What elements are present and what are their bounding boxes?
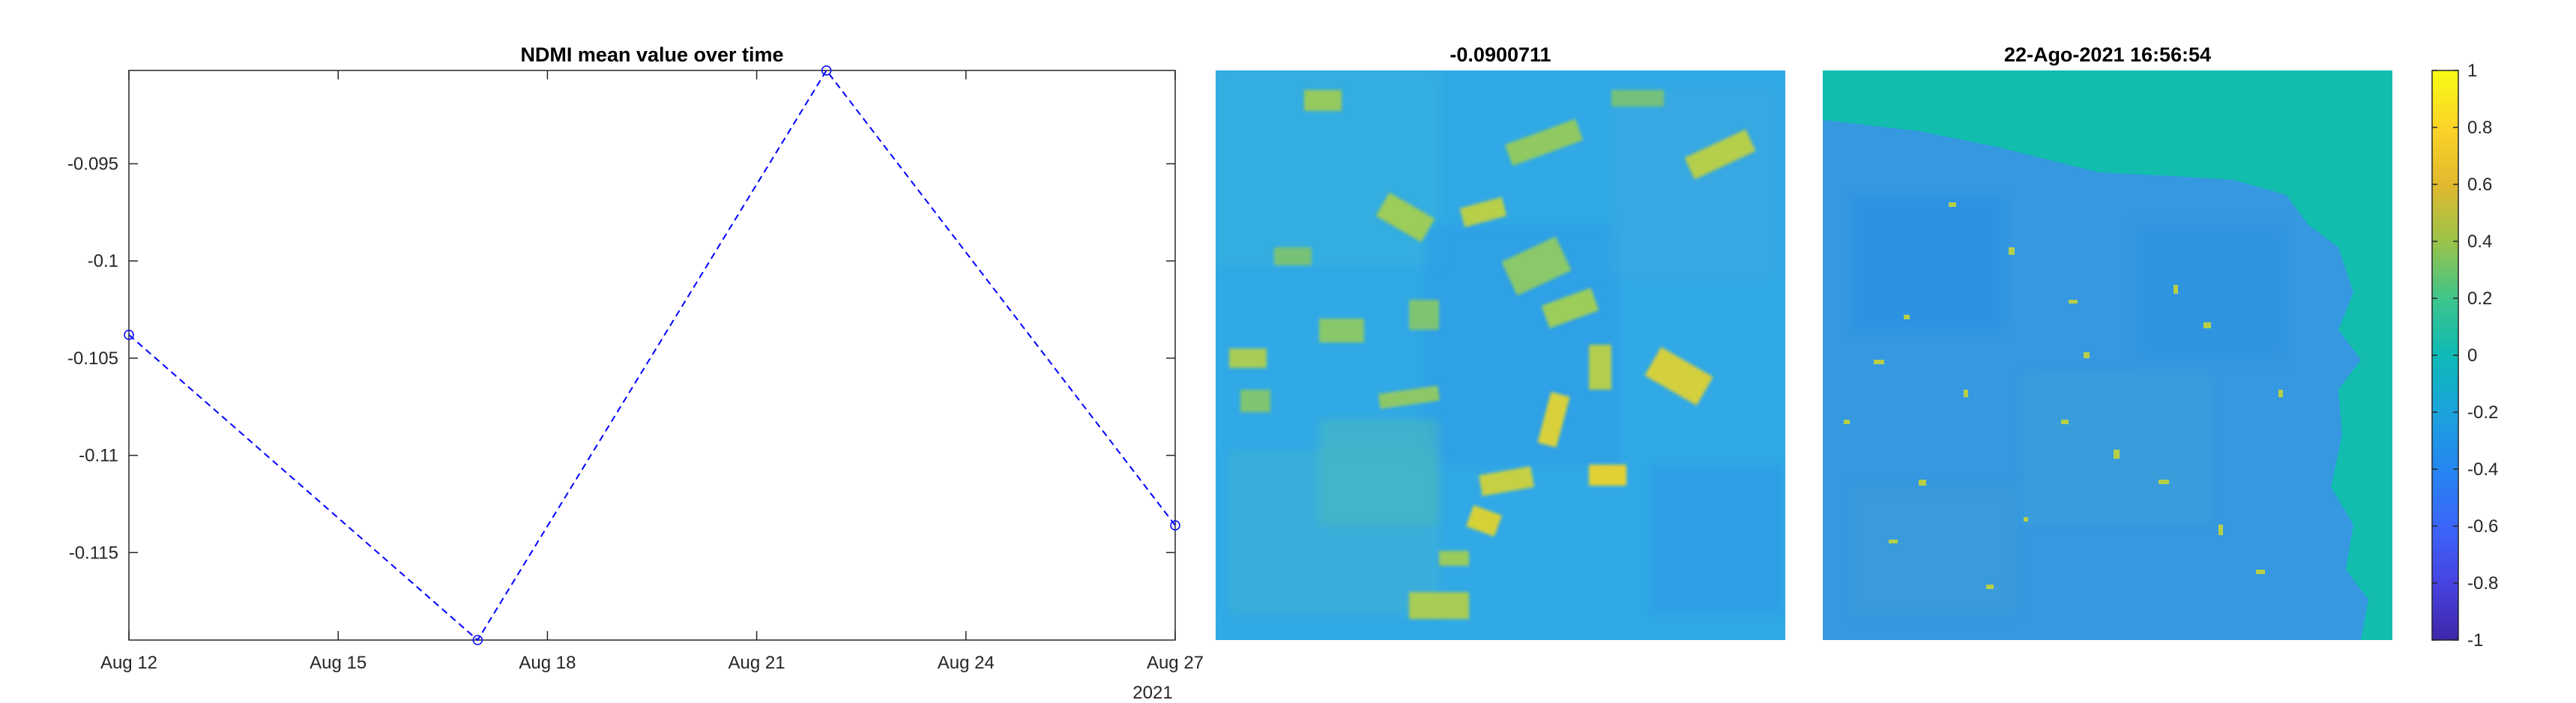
heatmap-1-title: -0.0900711 [1450, 43, 1551, 66]
y-tick-label: -0.095 [67, 154, 118, 175]
colorbar-tick-label: -0.6 [2467, 516, 2498, 537]
series-point [472, 635, 483, 645]
heatmap-2-speckles [1844, 202, 2283, 589]
series-point [821, 65, 832, 76]
colorbar-tick-label: -1 [2467, 630, 2483, 651]
series-ndmi-mean [124, 65, 1180, 645]
x-tick-label: Aug 12 [100, 653, 157, 673]
heatmap-1-fields [1229, 90, 1756, 619]
colorbar-ticks: 1 0.8 0.6 0.4 0.2 0 -0.2 -0.4 -0.6 -0.8 -1 [2432, 61, 2498, 651]
heatmap-2-title: 22-Ago-2021 16:56:54 [2004, 43, 2211, 66]
heatmap-image-2: 22-Ago-2021 16:56:54 [1823, 43, 2392, 640]
colorbar-tick-label: -0.2 [2467, 402, 2498, 423]
series-point [1170, 520, 1180, 531]
x-axis-year-label: 2021 [1132, 683, 1172, 703]
colorbar-tick-label: -0.4 [2467, 459, 2498, 480]
y-tick-label: -0.1 [88, 251, 118, 271]
y-axis-ticks: -0.095 -0.1 -0.105 -0.11 -0.115 [67, 154, 1175, 563]
colorbar: 1 0.8 0.6 0.4 0.2 0 -0.2 -0.4 -0.6 -0.8 -1 [2431, 61, 2498, 651]
y-tick-label: -0.115 [69, 543, 118, 563]
x-tick-label: Aug 21 [729, 653, 785, 673]
heatmap-2-texture [1851, 195, 2286, 615]
colorbar-tick-label: 0.4 [2467, 232, 2492, 252]
colorbar-tick-label: -0.8 [2467, 573, 2498, 594]
y-tick-label: -0.11 [79, 446, 118, 466]
series-line [128, 69, 1176, 642]
x-tick-label: Aug 27 [1147, 653, 1204, 673]
colorbar-tick-label: 0.2 [2467, 289, 2492, 309]
line-chart: NDMI mean value over time -0.095 -0.1 -0.1… [67, 43, 1204, 703]
colorbar-tick-label: 0.6 [2467, 175, 2492, 195]
x-tick-label: Aug 15 [310, 653, 367, 673]
colorbar-tick-label: 0.8 [2467, 118, 2492, 138]
line-chart-title: NDMI mean value over time [520, 43, 783, 66]
x-tick-label: Aug 24 [938, 653, 995, 673]
x-tick-label: Aug 18 [519, 653, 576, 673]
line-chart-axes-box [128, 70, 1176, 641]
colorbar-tick-label: 0 [2467, 346, 2477, 366]
heatmap-image-1: -0.0900711 [1216, 43, 1785, 640]
series-point [124, 330, 134, 340]
x-axis-ticks: Aug 12 Aug 15 Aug 18 Aug 21 Aug 24 Aug 27 [100, 70, 1204, 673]
colorbar-tick-label: 1 [2467, 61, 2477, 81]
y-tick-label: -0.105 [67, 349, 118, 369]
